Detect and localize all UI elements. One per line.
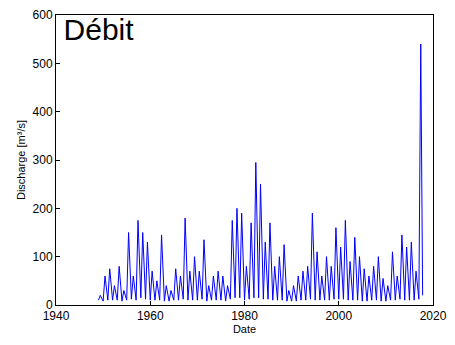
svg-text:Discharge [m³/s]: Discharge [m³/s] (15, 120, 27, 200)
svg-text:Débit: Débit (64, 13, 135, 46)
svg-text:2020: 2020 (420, 309, 447, 323)
svg-text:1980: 1980 (231, 309, 258, 323)
svg-text:Date: Date (233, 323, 256, 335)
svg-text:600: 600 (33, 8, 53, 22)
svg-text:100: 100 (33, 250, 53, 264)
svg-text:1960: 1960 (137, 309, 164, 323)
svg-text:1940: 1940 (43, 309, 70, 323)
svg-text:2000: 2000 (325, 309, 352, 323)
svg-text:200: 200 (33, 202, 53, 216)
svg-text:300: 300 (33, 153, 53, 167)
svg-text:400: 400 (33, 105, 53, 119)
svg-text:0: 0 (46, 298, 53, 312)
svg-text:500: 500 (33, 57, 53, 71)
